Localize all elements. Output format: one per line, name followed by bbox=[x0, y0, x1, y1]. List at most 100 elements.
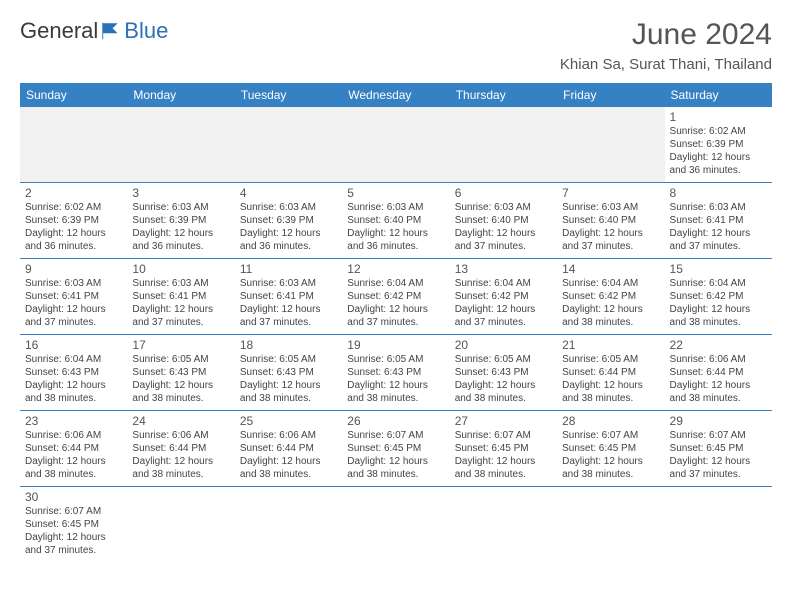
day-number: 9 bbox=[25, 262, 122, 276]
calendar-cell: 25Sunrise: 6:06 AMSunset: 6:44 PMDayligh… bbox=[235, 411, 342, 487]
calendar-cell: 8Sunrise: 6:03 AMSunset: 6:41 PMDaylight… bbox=[665, 183, 772, 259]
day-number: 27 bbox=[455, 414, 552, 428]
day-info: Sunrise: 6:05 AMSunset: 6:43 PMDaylight:… bbox=[132, 353, 229, 405]
header: General Blue June 2024 Khian Sa, Surat T… bbox=[20, 18, 772, 73]
weekday-header-row: SundayMondayTuesdayWednesdayThursdayFrid… bbox=[20, 83, 772, 107]
day-info: Sunrise: 6:03 AMSunset: 6:41 PMDaylight:… bbox=[25, 277, 122, 329]
calendar-cell-empty bbox=[450, 107, 557, 183]
calendar-cell: 22Sunrise: 6:06 AMSunset: 6:44 PMDayligh… bbox=[665, 335, 772, 411]
flag-icon bbox=[100, 20, 122, 42]
weekday-header: Monday bbox=[127, 83, 234, 107]
day-number: 26 bbox=[347, 414, 444, 428]
day-info: Sunrise: 6:03 AMSunset: 6:40 PMDaylight:… bbox=[562, 201, 659, 253]
day-number: 7 bbox=[562, 186, 659, 200]
day-info: Sunrise: 6:04 AMSunset: 6:42 PMDaylight:… bbox=[347, 277, 444, 329]
day-info: Sunrise: 6:04 AMSunset: 6:43 PMDaylight:… bbox=[25, 353, 122, 405]
weekday-header: Thursday bbox=[450, 83, 557, 107]
calendar-row: 30Sunrise: 6:07 AMSunset: 6:45 PMDayligh… bbox=[20, 487, 772, 563]
calendar-cell-empty bbox=[342, 487, 449, 563]
day-info: Sunrise: 6:05 AMSunset: 6:43 PMDaylight:… bbox=[240, 353, 337, 405]
day-number: 22 bbox=[670, 338, 767, 352]
day-info: Sunrise: 6:02 AMSunset: 6:39 PMDaylight:… bbox=[25, 201, 122, 253]
day-info: Sunrise: 6:03 AMSunset: 6:41 PMDaylight:… bbox=[132, 277, 229, 329]
day-number: 2 bbox=[25, 186, 122, 200]
calendar-cell: 29Sunrise: 6:07 AMSunset: 6:45 PMDayligh… bbox=[665, 411, 772, 487]
calendar-cell: 28Sunrise: 6:07 AMSunset: 6:45 PMDayligh… bbox=[557, 411, 664, 487]
calendar-cell: 12Sunrise: 6:04 AMSunset: 6:42 PMDayligh… bbox=[342, 259, 449, 335]
calendar-cell: 27Sunrise: 6:07 AMSunset: 6:45 PMDayligh… bbox=[450, 411, 557, 487]
calendar-cell: 17Sunrise: 6:05 AMSunset: 6:43 PMDayligh… bbox=[127, 335, 234, 411]
day-number: 18 bbox=[240, 338, 337, 352]
calendar-cell: 23Sunrise: 6:06 AMSunset: 6:44 PMDayligh… bbox=[20, 411, 127, 487]
calendar-cell-empty bbox=[665, 487, 772, 563]
calendar-cell-empty bbox=[450, 487, 557, 563]
calendar-body: 1 Sunrise: 6:02 AMSunset: 6:39 PMDaylight… bbox=[20, 107, 772, 562]
calendar-cell-empty bbox=[235, 487, 342, 563]
calendar-cell: 9Sunrise: 6:03 AMSunset: 6:41 PMDaylight… bbox=[20, 259, 127, 335]
day-number: 5 bbox=[347, 186, 444, 200]
calendar-row: 23Sunrise: 6:06 AMSunset: 6:44 PMDayligh… bbox=[20, 411, 772, 487]
day-number: 21 bbox=[562, 338, 659, 352]
logo-text-blue: Blue bbox=[124, 18, 168, 44]
calendar-cell: 15Sunrise: 6:04 AMSunset: 6:42 PMDayligh… bbox=[665, 259, 772, 335]
calendar-cell: 19Sunrise: 6:05 AMSunset: 6:43 PMDayligh… bbox=[342, 335, 449, 411]
calendar-cell: 5Sunrise: 6:03 AMSunset: 6:40 PMDaylight… bbox=[342, 183, 449, 259]
calendar-cell: 24Sunrise: 6:06 AMSunset: 6:44 PMDayligh… bbox=[127, 411, 234, 487]
day-info: Sunrise: 6:03 AMSunset: 6:41 PMDaylight:… bbox=[240, 277, 337, 329]
weekday-header: Wednesday bbox=[342, 83, 449, 107]
day-info: Sunrise: 6:06 AMSunset: 6:44 PMDaylight:… bbox=[25, 429, 122, 481]
day-number: 8 bbox=[670, 186, 767, 200]
calendar-cell: 6Sunrise: 6:03 AMSunset: 6:40 PMDaylight… bbox=[450, 183, 557, 259]
day-number: 19 bbox=[347, 338, 444, 352]
day-info: Sunrise: 6:06 AMSunset: 6:44 PMDaylight:… bbox=[132, 429, 229, 481]
calendar-cell: 11Sunrise: 6:03 AMSunset: 6:41 PMDayligh… bbox=[235, 259, 342, 335]
day-info: Sunrise: 6:05 AMSunset: 6:43 PMDaylight:… bbox=[347, 353, 444, 405]
calendar-cell: 18Sunrise: 6:05 AMSunset: 6:43 PMDayligh… bbox=[235, 335, 342, 411]
calendar-row: 1Sunrise: 6:02 AMSunset: 6:39 PMDaylight… bbox=[20, 107, 772, 183]
day-number: 30 bbox=[25, 490, 122, 504]
calendar-cell-empty bbox=[557, 487, 664, 563]
day-info: Sunrise: 6:03 AMSunset: 6:40 PMDaylight:… bbox=[455, 201, 552, 253]
day-info: Sunrise: 6:06 AMSunset: 6:44 PMDaylight:… bbox=[240, 429, 337, 481]
calendar-cell: 4Sunrise: 6:03 AMSunset: 6:39 PMDaylight… bbox=[235, 183, 342, 259]
weekday-header: Friday bbox=[557, 83, 664, 107]
logo-text-general: General bbox=[20, 18, 98, 44]
calendar-cell: 30Sunrise: 6:07 AMSunset: 6:45 PMDayligh… bbox=[20, 487, 127, 563]
day-info: Sunrise: 6:03 AMSunset: 6:39 PMDaylight:… bbox=[132, 201, 229, 253]
day-info: Sunrise: 6:04 AMSunset: 6:42 PMDaylight:… bbox=[670, 277, 767, 329]
weekday-header: Tuesday bbox=[235, 83, 342, 107]
calendar-cell: 13Sunrise: 6:04 AMSunset: 6:42 PMDayligh… bbox=[450, 259, 557, 335]
day-number: 24 bbox=[132, 414, 229, 428]
day-number: 4 bbox=[240, 186, 337, 200]
day-number: 1 bbox=[670, 110, 767, 124]
calendar-table: SundayMondayTuesdayWednesdayThursdayFrid… bbox=[20, 83, 772, 562]
day-number: 3 bbox=[132, 186, 229, 200]
month-title: June 2024 bbox=[560, 18, 772, 52]
logo: General Blue bbox=[20, 18, 168, 44]
calendar-row: 16Sunrise: 6:04 AMSunset: 6:43 PMDayligh… bbox=[20, 335, 772, 411]
weekday-header: Sunday bbox=[20, 83, 127, 107]
calendar-cell-empty bbox=[127, 107, 234, 183]
day-number: 20 bbox=[455, 338, 552, 352]
calendar-row: 9Sunrise: 6:03 AMSunset: 6:41 PMDaylight… bbox=[20, 259, 772, 335]
day-info: Sunrise: 6:03 AMSunset: 6:40 PMDaylight:… bbox=[347, 201, 444, 253]
day-number: 17 bbox=[132, 338, 229, 352]
calendar-cell-empty bbox=[342, 107, 449, 183]
day-info: Sunrise: 6:05 AMSunset: 6:44 PMDaylight:… bbox=[562, 353, 659, 405]
day-number: 11 bbox=[240, 262, 337, 276]
day-info: Sunrise: 6:05 AMSunset: 6:43 PMDaylight:… bbox=[455, 353, 552, 405]
title-block: June 2024 Khian Sa, Surat Thani, Thailan… bbox=[560, 18, 772, 73]
calendar-cell: 7Sunrise: 6:03 AMSunset: 6:40 PMDaylight… bbox=[557, 183, 664, 259]
day-info: Sunrise: 6:04 AMSunset: 6:42 PMDaylight:… bbox=[562, 277, 659, 329]
day-number: 15 bbox=[670, 262, 767, 276]
calendar-cell: 20Sunrise: 6:05 AMSunset: 6:43 PMDayligh… bbox=[450, 335, 557, 411]
day-info: Sunrise: 6:06 AMSunset: 6:44 PMDaylight:… bbox=[670, 353, 767, 405]
day-number: 25 bbox=[240, 414, 337, 428]
calendar-cell: 16Sunrise: 6:04 AMSunset: 6:43 PMDayligh… bbox=[20, 335, 127, 411]
day-info: Sunrise: 6:07 AMSunset: 6:45 PMDaylight:… bbox=[670, 429, 767, 481]
day-info: Sunrise: 6:07 AMSunset: 6:45 PMDaylight:… bbox=[25, 505, 122, 557]
day-number: 16 bbox=[25, 338, 122, 352]
day-info: Sunrise: 6:07 AMSunset: 6:45 PMDaylight:… bbox=[562, 429, 659, 481]
day-number: 12 bbox=[347, 262, 444, 276]
calendar-cell: 1Sunrise: 6:02 AMSunset: 6:39 PMDaylight… bbox=[665, 107, 772, 183]
